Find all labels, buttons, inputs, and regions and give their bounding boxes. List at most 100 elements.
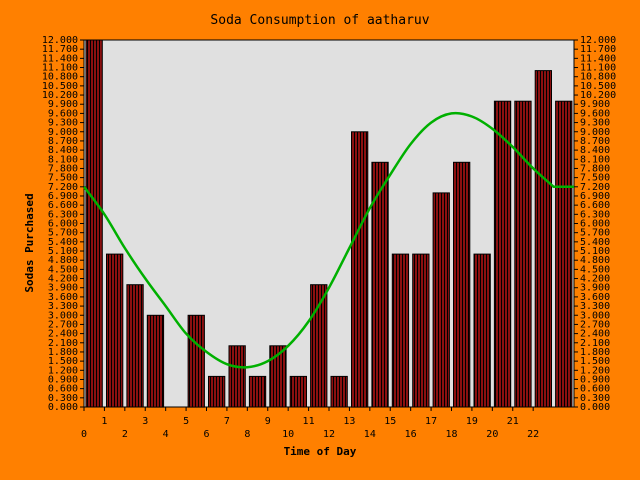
y-tick-label-right: 5.400 <box>580 237 610 248</box>
y-tick-label-right: 9.900 <box>580 99 610 110</box>
y-tick-label-left: 7.500 <box>48 173 78 184</box>
bar-hour-16 <box>412 253 430 408</box>
y-tick-label-left: 7.800 <box>48 163 78 174</box>
bar-hour-3 <box>146 314 165 408</box>
y-tick-label-right: 3.000 <box>580 310 610 321</box>
y-axis-left: 0.0000.3000.6000.9001.2001.5001.8002.100… <box>42 35 84 413</box>
y-tick-label-right: 11.400 <box>580 53 616 64</box>
y-tick-label-right: 4.800 <box>580 255 610 266</box>
y-tick-label-right: 3.300 <box>580 301 610 312</box>
x-tick-label: 2 <box>122 429 128 440</box>
x-tick-label: 3 <box>142 416 148 427</box>
x-tick-label: 5 <box>183 416 189 427</box>
y-tick-label-left: 8.400 <box>48 145 78 156</box>
y-tick-label-left: 1.200 <box>48 365 78 376</box>
y-tick-label-left: 6.300 <box>48 209 78 220</box>
y-tick-label-right: 4.500 <box>580 264 610 275</box>
y-tick-label-right: 1.200 <box>580 365 610 376</box>
y-tick-label-right: 7.800 <box>580 163 610 174</box>
y-tick-label-left: 6.000 <box>48 219 78 230</box>
y-tick-label-right: 7.500 <box>580 173 610 184</box>
y-tick-label-left: 5.700 <box>48 228 78 239</box>
bar-hour-6 <box>208 375 226 408</box>
bar-hour-17 <box>432 192 450 408</box>
y-tick-label-right: 3.600 <box>580 292 610 303</box>
y-tick-label-left: 9.900 <box>48 99 78 110</box>
x-tick-label: 8 <box>244 429 250 440</box>
y-tick-label-right: 4.200 <box>580 274 610 285</box>
x-tick-label: 10 <box>282 429 294 440</box>
y-tick-label-left: 11.400 <box>42 53 78 64</box>
bar-hour-0 <box>85 39 103 408</box>
y-axis-label: Sodas Purchased <box>23 193 36 292</box>
y-tick-label-left: 5.100 <box>48 246 78 257</box>
x-tick-label: 0 <box>81 429 87 440</box>
y-tick-label-right: 6.300 <box>580 209 610 220</box>
y-tick-label-right: 12.000 <box>580 35 616 46</box>
y-tick-label-right: 0.600 <box>580 384 610 395</box>
y-tick-label-left: 8.100 <box>48 154 78 165</box>
y-tick-label-right: 6.000 <box>580 219 610 230</box>
y-tick-label-left: 1.500 <box>48 356 78 367</box>
y-tick-label-right: 2.400 <box>580 329 610 340</box>
y-tick-label-left: 7.200 <box>48 182 78 193</box>
x-tick-label: 21 <box>507 416 519 427</box>
y-tick-label-left: 2.700 <box>48 319 78 330</box>
y-tick-label-right: 8.100 <box>580 154 610 165</box>
y-tick-label-right: 6.600 <box>580 200 610 211</box>
bars-group <box>85 39 573 408</box>
bar-hour-11 <box>310 284 328 408</box>
y-tick-label-left: 0.600 <box>48 384 78 395</box>
y-tick-label-left: 0.900 <box>48 374 78 385</box>
y-tick-label-left: 0.300 <box>48 393 78 404</box>
y-tick-label-right: 9.300 <box>580 118 610 129</box>
bar-hour-1 <box>106 253 124 408</box>
bar-hour-15 <box>391 253 410 408</box>
x-tick-label: 20 <box>486 429 498 440</box>
bar-hour-9 <box>269 345 287 408</box>
y-tick-label-left: 12.000 <box>42 35 78 46</box>
y-axis-right: 0.0000.3000.6000.9001.2001.5001.8002.100… <box>574 35 616 413</box>
y-tick-label-right: 9.600 <box>580 108 610 119</box>
bar-hour-12 <box>330 375 348 408</box>
x-tick-label: 16 <box>405 429 417 440</box>
y-tick-label-right: 8.700 <box>580 136 610 147</box>
y-tick-label-left: 4.200 <box>48 274 78 285</box>
chart-title: Soda Consumption of aatharuv <box>210 13 429 28</box>
x-tick-label: 15 <box>384 416 396 427</box>
y-tick-label-right: 2.100 <box>580 338 610 349</box>
y-tick-label-left: 9.300 <box>48 118 78 129</box>
y-tick-label-right: 5.700 <box>580 228 610 239</box>
y-tick-label-right: 0.000 <box>580 402 610 413</box>
bar-hour-5 <box>187 314 205 408</box>
bar-hour-21 <box>514 100 532 408</box>
y-tick-label-left: 10.200 <box>42 90 78 101</box>
bar-hour-22 <box>534 70 553 408</box>
y-tick-label-left: 4.500 <box>48 264 78 275</box>
x-tick-label: 7 <box>224 416 230 427</box>
y-tick-label-left: 6.600 <box>48 200 78 211</box>
x-tick-label: 17 <box>425 416 437 427</box>
x-tick-label: 13 <box>343 416 355 427</box>
bar-hour-19 <box>473 253 491 408</box>
trend-line <box>82 111 574 369</box>
y-tick-label-right: 6.900 <box>580 191 610 202</box>
x-tick-label: 19 <box>466 416 478 427</box>
y-tick-label-left: 3.900 <box>48 283 78 294</box>
y-tick-label-right: 0.900 <box>580 374 610 385</box>
x-tick-label: 4 <box>163 429 169 440</box>
x-tick-label: 6 <box>203 429 209 440</box>
y-tick-label-right: 2.700 <box>580 319 610 330</box>
y-tick-label-left: 11.700 <box>42 44 78 55</box>
y-tick-label-left: 3.300 <box>48 301 78 312</box>
y-tick-label-right: 11.700 <box>580 44 616 55</box>
y-tick-label-left: 3.600 <box>48 292 78 303</box>
y-tick-label-right: 11.100 <box>580 63 616 74</box>
x-tick-label: 11 <box>303 416 315 427</box>
y-tick-label-left: 8.700 <box>48 136 78 147</box>
x-tick-label: 22 <box>527 429 539 440</box>
bar-hour-20 <box>493 100 512 408</box>
y-tick-label-left: 3.000 <box>48 310 78 321</box>
